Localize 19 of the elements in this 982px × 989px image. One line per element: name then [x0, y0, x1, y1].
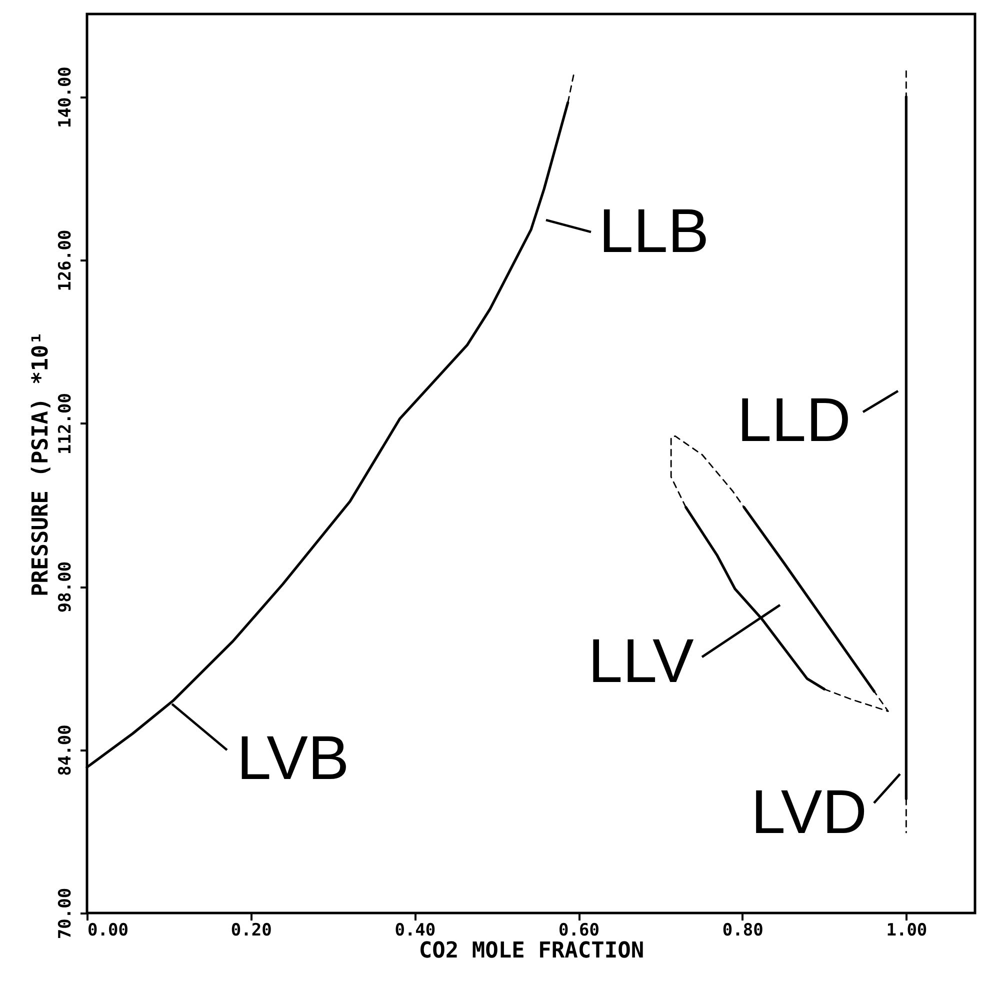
y-tick-label: 70.00	[56, 888, 76, 940]
y-tick-label: 84.00	[56, 724, 76, 776]
x-tick-label: 0.20	[230, 920, 272, 940]
x-tick-label: 0.80	[722, 920, 764, 940]
annotation: LLD	[737, 386, 851, 455]
y-axis-title: PRESSURE (PSIA) *10¹	[28, 332, 54, 596]
x-tick-label: 0.60	[558, 920, 600, 940]
y-tick-label: 126.00	[56, 230, 76, 292]
annotation: LLV	[588, 627, 694, 696]
x-tick-label: 1.00	[886, 920, 928, 940]
annotation: LLB	[598, 197, 710, 266]
y-tick-label: 140.00	[56, 66, 76, 128]
x-tick-label: 0.40	[394, 920, 436, 940]
y-tick-label: 98.00	[56, 561, 76, 613]
annotation: LVB	[236, 724, 350, 793]
x-axis-title: CO2 MOLE FRACTION	[418, 938, 644, 964]
y-tick-label: 112.00	[56, 393, 76, 454]
x-tick-label: 0.00	[88, 920, 128, 940]
annotation: LVD	[750, 778, 868, 847]
